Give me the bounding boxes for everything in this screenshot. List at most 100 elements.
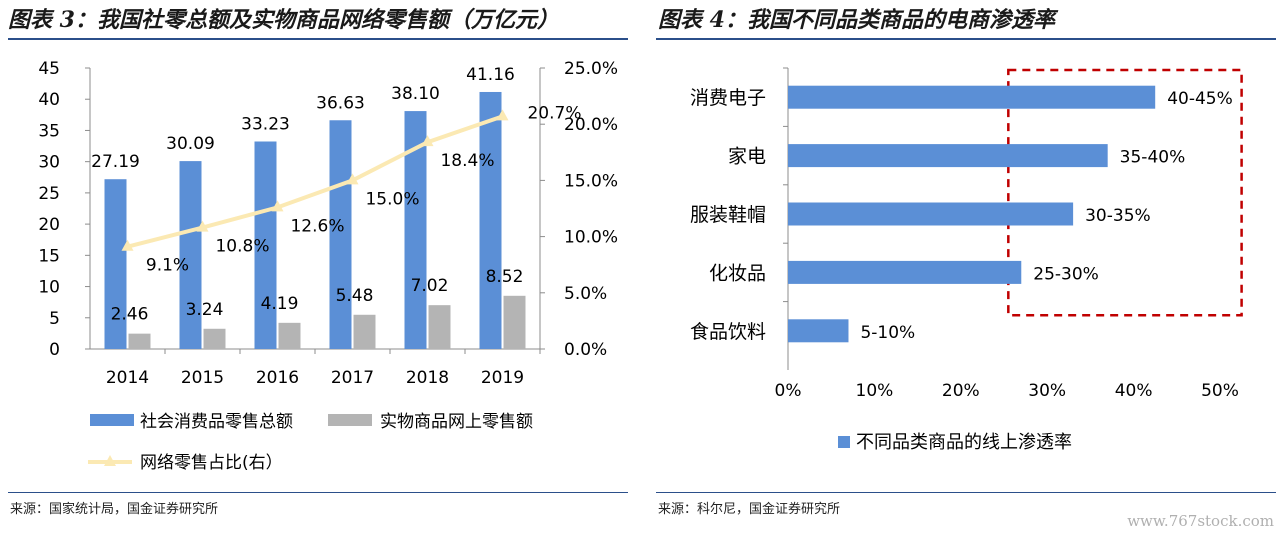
online-share-point bbox=[196, 220, 209, 232]
left-y-tick-label: 10 bbox=[38, 278, 60, 298]
online-share-label: 10.8% bbox=[215, 237, 269, 257]
left-chart: 0 5 10 15 20 25 30 35 40 45 0.0% 5.0% 10.0% 15.0% 20.0… bbox=[38, 59, 618, 473]
legend-swatch-online-retail bbox=[328, 414, 372, 426]
online-share-point bbox=[271, 200, 284, 212]
bar-retail-total bbox=[104, 179, 127, 349]
left-source: 来源：国家统计局，国金证券研究所 bbox=[10, 502, 219, 517]
left-y-tick-label: 20 bbox=[38, 215, 60, 235]
x-tick-label: 50% bbox=[1201, 381, 1239, 401]
watermark: www.767stock.com bbox=[1127, 512, 1274, 530]
left-y-tick-label: 40 bbox=[38, 90, 60, 110]
penetration-bar bbox=[788, 202, 1074, 226]
bar-online-retail bbox=[128, 333, 151, 349]
x-tick-label: 2014 bbox=[106, 368, 149, 388]
legend-marker-online-share bbox=[104, 455, 116, 466]
bar-retail-total-label: 30.09 bbox=[166, 134, 215, 154]
right-y-tick-label: 25.0% bbox=[564, 59, 618, 79]
bar-online-retail bbox=[428, 305, 451, 349]
right-y-tick-label: 15.0% bbox=[564, 171, 618, 191]
left-title-rule bbox=[8, 38, 628, 40]
legend-label-retail-total: 社会消费品零售总额 bbox=[140, 412, 293, 432]
bar-retail-total-label: 38.10 bbox=[391, 84, 440, 104]
right-source-rule bbox=[656, 492, 1276, 493]
x-tick-label: 2015 bbox=[181, 368, 224, 388]
x-tick-label: 2017 bbox=[331, 368, 374, 388]
penetration-bar bbox=[788, 260, 1022, 284]
online-share-point bbox=[496, 109, 509, 121]
left-y-tick-label: 5 bbox=[49, 309, 60, 329]
online-share-label: 15.0% bbox=[365, 189, 419, 209]
bar-retail-total bbox=[179, 161, 202, 349]
bar-online-retail bbox=[203, 328, 226, 349]
online-share-point bbox=[121, 239, 134, 251]
left-chart-title: 图表 3：我国社零总额及实物商品网络零售额（万亿元） bbox=[8, 7, 559, 33]
category-label: 食品饮料 bbox=[690, 321, 766, 343]
online-share-label: 20.7% bbox=[527, 103, 581, 123]
right-chart: 消费电子 40-45% 家电 35-40% 服装鞋帽 30-35% 化妆品 25-30% 食品饮… bbox=[690, 67, 1243, 453]
penetration-bar bbox=[788, 319, 849, 343]
penetration-bar-label: 25-30% bbox=[1033, 264, 1099, 284]
legend-label-online-share: 网络零售占比(右） bbox=[140, 453, 283, 473]
online-share-label: 9.1% bbox=[146, 256, 189, 276]
right-y-tick-label: 5.0% bbox=[564, 284, 607, 304]
right-source: 来源：科尔尼，国金证券研究所 bbox=[658, 502, 841, 517]
legend-label-online-retail: 实物商品网上零售额 bbox=[380, 412, 533, 432]
bar-online-retail bbox=[353, 314, 376, 349]
category-label: 家电 bbox=[728, 146, 766, 168]
legend-label-penetration: 不同品类商品的线上渗透率 bbox=[856, 432, 1072, 453]
left-y-tick-label: 0 bbox=[49, 340, 60, 360]
penetration-bar bbox=[788, 85, 1156, 109]
x-tick-label: 2018 bbox=[406, 368, 449, 388]
left-y-tick-label: 15 bbox=[38, 246, 60, 266]
x-tick-label: 30% bbox=[1028, 381, 1066, 401]
category-label: 化妆品 bbox=[709, 262, 766, 284]
bar-online-retail-label: 7.02 bbox=[411, 276, 449, 296]
left-y-tick-label: 30 bbox=[38, 153, 60, 173]
bar-online-retail-label: 4.19 bbox=[261, 294, 299, 314]
legend-swatch-retail-total bbox=[90, 414, 134, 426]
online-share-line bbox=[127, 114, 504, 249]
penetration-bar bbox=[788, 144, 1108, 168]
right-y-tick-label: 10.0% bbox=[564, 228, 618, 248]
x-tick-label: 20% bbox=[942, 381, 980, 401]
x-tick-label: 2019 bbox=[481, 368, 524, 388]
penetration-bar-label: 35-40% bbox=[1120, 148, 1186, 168]
left-y-tick-label: 35 bbox=[38, 121, 60, 141]
left-y-tick-label: 25 bbox=[38, 184, 60, 204]
online-share-label: 18.4% bbox=[440, 151, 494, 171]
x-tick-label: 0% bbox=[775, 381, 802, 401]
bar-retail-total-label: 27.19 bbox=[91, 152, 140, 172]
bar-retail-total-label: 41.16 bbox=[466, 65, 515, 85]
bar-retail-total-label: 33.23 bbox=[241, 114, 290, 134]
bar-online-retail-label: 8.52 bbox=[486, 267, 524, 287]
online-share-label: 12.6% bbox=[290, 216, 344, 236]
category-label: 消费电子 bbox=[690, 87, 766, 109]
x-tick-label: 40% bbox=[1115, 381, 1153, 401]
right-y-tick-label: 20.0% bbox=[564, 115, 618, 135]
highlight-box bbox=[1007, 68, 1243, 317]
bar-retail-total bbox=[404, 111, 427, 349]
bar-retail-total bbox=[479, 91, 502, 349]
bar-retail-total bbox=[254, 141, 277, 349]
x-tick-label: 2016 bbox=[256, 368, 299, 388]
bar-online-retail-label: 2.46 bbox=[111, 305, 149, 325]
legend-swatch-penetration bbox=[838, 436, 850, 448]
right-chart-title: 图表 4：我国不同品类商品的电商渗透率 bbox=[658, 7, 1055, 33]
online-share-point bbox=[346, 173, 359, 185]
bar-retail-total bbox=[329, 120, 352, 350]
bar-online-retail-label: 5.48 bbox=[336, 286, 374, 306]
right-y-tick-label: 0.0% bbox=[564, 340, 607, 360]
x-tick-label: 10% bbox=[856, 381, 894, 401]
bar-online-retail bbox=[503, 295, 526, 349]
penetration-bar-label: 5-10% bbox=[860, 323, 915, 343]
penetration-bar-label: 30-35% bbox=[1085, 206, 1151, 226]
online-share-point bbox=[421, 135, 434, 147]
category-label: 服装鞋帽 bbox=[690, 204, 766, 226]
penetration-bar-label: 40-45% bbox=[1167, 89, 1233, 109]
bar-retail-total-label: 36.63 bbox=[316, 93, 365, 113]
bar-online-retail bbox=[278, 322, 301, 349]
left-y-tick-label: 45 bbox=[38, 59, 60, 79]
bar-online-retail-label: 3.24 bbox=[186, 300, 224, 320]
left-source-rule bbox=[8, 492, 628, 493]
right-title-rule bbox=[656, 38, 1276, 40]
